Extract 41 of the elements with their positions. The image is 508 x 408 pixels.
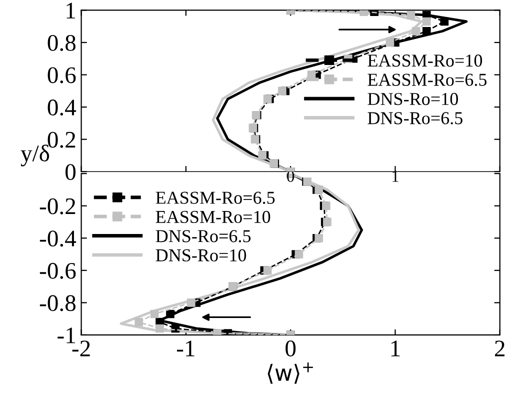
y-tick-label: -0.2: [40, 198, 76, 214]
point: [294, 250, 304, 258]
point: [134, 318, 144, 326]
x-tick-label: -1: [176, 340, 194, 356]
y-tick-label: 0.6: [48, 67, 76, 84]
point: [150, 310, 159, 318]
x-tick-label: 2: [495, 340, 504, 356]
y-tick-label: 0.8: [48, 34, 76, 52]
point: [422, 27, 431, 36]
point: [406, 10, 416, 20]
point: [422, 17, 431, 26]
y-tick-label: -0.8: [40, 295, 76, 312]
point: [360, 10, 368, 16]
legend-label: DNS-Ro=6.5: [368, 112, 462, 124]
point: [166, 310, 174, 318]
point: [263, 266, 272, 275]
point: [440, 17, 449, 26]
point: [278, 86, 286, 96]
point: [213, 329, 222, 335]
point: [412, 27, 420, 36]
point: [258, 151, 266, 160]
legend-label: EASSM-Ro=10: [368, 54, 482, 67]
legend-label: EASSM-Ro=6.5: [368, 74, 487, 86]
x-axis-title: ⟨w⟩$^{+}$: [268, 362, 313, 384]
legend-label: EASSM-Ro=10: [156, 210, 270, 224]
y-tick-label: -0.4: [40, 230, 76, 247]
y-tick-label: -0.6: [40, 262, 76, 279]
point: [386, 38, 394, 47]
x-tick-label: 0: [286, 340, 296, 356]
point: [186, 298, 196, 307]
x-tick-label: 1: [391, 340, 400, 356]
point: [323, 218, 332, 226]
y-tick-label: 1: [66, 2, 75, 18]
legend-label: DNS-Ro=10: [156, 249, 246, 262]
legend-label: EASSM-Ro=6.5: [156, 192, 275, 204]
y-axis-title: y/δ: [20, 144, 50, 166]
legend-label: DNS-Ro=10: [368, 92, 458, 106]
y-tick-label: 0.2: [48, 132, 76, 148]
legend-label: DNS-Ro=6.5: [156, 230, 251, 242]
y-tick-label: 0.4: [48, 100, 76, 116]
point: [156, 324, 164, 333]
